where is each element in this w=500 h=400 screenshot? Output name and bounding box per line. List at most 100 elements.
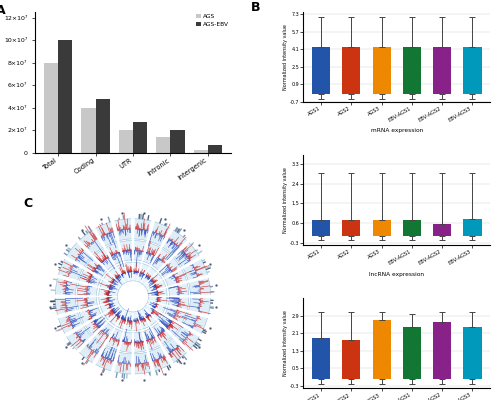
Polygon shape [100,280,119,292]
Polygon shape [80,270,101,286]
Text: B: B [252,1,261,14]
Polygon shape [56,298,77,315]
Bar [372,320,390,379]
Polygon shape [174,326,199,350]
Polygon shape [134,312,141,330]
Polygon shape [168,297,189,310]
Bar [464,218,481,236]
Polygon shape [80,230,103,255]
Legend: AGS, AGS-EBV: AGS, AGS-EBV [196,13,230,28]
X-axis label: mRNA expression: mRNA expression [370,128,423,133]
Bar [96,99,110,153]
Y-axis label: Normalized intensity value: Normalized intensity value [284,24,288,90]
Bar [403,47,421,94]
Polygon shape [114,219,132,240]
Bar [372,47,390,94]
Polygon shape [134,262,141,281]
Polygon shape [106,243,122,264]
Polygon shape [144,273,162,288]
Polygon shape [165,307,186,323]
Polygon shape [149,222,170,246]
Bar [208,145,222,153]
Bar [170,130,184,153]
Polygon shape [94,249,114,270]
Bar [82,108,96,153]
Bar [464,47,481,94]
Text: C: C [23,198,32,210]
X-axis label: lncRNA expression: lncRNA expression [369,272,424,276]
Polygon shape [58,259,82,280]
Polygon shape [146,280,166,292]
Bar [312,220,330,236]
Polygon shape [85,316,106,335]
Bar [403,327,421,379]
Bar [312,338,330,379]
Polygon shape [146,301,166,313]
Polygon shape [141,308,156,326]
Polygon shape [94,323,114,344]
Polygon shape [120,240,132,261]
Bar [342,220,360,236]
Bar [464,327,481,379]
Polygon shape [141,267,156,285]
Text: A: A [0,4,6,16]
Polygon shape [152,249,172,270]
Polygon shape [116,264,128,283]
Polygon shape [143,328,160,350]
Polygon shape [163,230,186,255]
Bar [372,220,390,236]
Polygon shape [85,258,106,277]
Bar [58,40,72,153]
Polygon shape [80,338,103,363]
Bar [403,220,421,236]
Polygon shape [174,243,199,266]
Polygon shape [149,347,170,371]
Bar [118,130,133,153]
Polygon shape [160,258,180,277]
Polygon shape [116,310,128,329]
Polygon shape [114,352,132,374]
Bar [433,224,451,236]
Polygon shape [104,273,122,288]
Polygon shape [110,308,125,326]
Polygon shape [138,310,149,329]
Polygon shape [152,323,172,344]
Polygon shape [56,278,77,295]
Polygon shape [184,259,208,280]
Polygon shape [66,243,92,266]
Polygon shape [77,283,98,296]
Bar [312,47,330,94]
Polygon shape [66,326,92,350]
Polygon shape [100,301,119,313]
Polygon shape [189,298,210,315]
Bar [342,340,360,379]
Polygon shape [104,304,122,320]
Polygon shape [99,288,118,296]
Polygon shape [148,297,167,304]
Polygon shape [138,264,149,283]
Polygon shape [125,262,132,281]
Y-axis label: Normalized intensity value: Normalized intensity value [284,167,288,233]
Bar [433,322,451,379]
Polygon shape [125,312,132,330]
Polygon shape [77,297,98,310]
Polygon shape [168,283,189,296]
Polygon shape [80,307,101,323]
Polygon shape [99,297,118,304]
Polygon shape [143,243,160,264]
Polygon shape [96,347,116,371]
Polygon shape [120,332,132,352]
Polygon shape [144,304,162,320]
Polygon shape [58,313,82,334]
Bar [133,122,147,153]
Polygon shape [134,332,146,352]
Bar [44,63,58,153]
Bar [194,150,207,153]
Polygon shape [96,222,116,246]
Polygon shape [110,267,125,285]
Polygon shape [134,219,151,240]
Polygon shape [165,270,186,286]
Bar [433,47,451,94]
Polygon shape [134,352,151,374]
Polygon shape [160,316,180,335]
